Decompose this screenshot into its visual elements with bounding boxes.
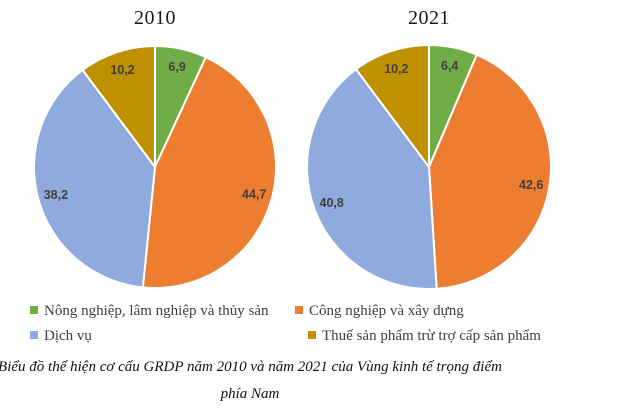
legend-swatch-green-icon <box>30 306 38 314</box>
pie-2010-slice-1 <box>141 56 277 289</box>
legend-label: Nông nghiệp, lâm nghiệp và thủy sản <box>44 303 269 319</box>
pie-2021-value-label-2: 40,8 <box>320 196 344 210</box>
legend-item-agriculture: Nông nghiệp, lâm nghiệp và thủy sản <box>30 303 269 321</box>
caption-line-1: Biểu đồ thể hiện cơ cấu GRDP năm 2010 và… <box>0 359 502 375</box>
legend-swatch-blue-icon <box>30 331 38 339</box>
pie-2010-value-label-0: 6,9 <box>168 60 185 74</box>
pie-2021-slice-3 <box>355 44 430 168</box>
pie-charts-svg: 6,9 44,7 38,2 10,2 6,4 42,6 40,8 10,2 <box>33 44 552 290</box>
pie-2021-slice-2 <box>306 68 438 290</box>
legend-label: Thuế sản phẩm trừ trợ cấp sản phẩm <box>322 328 541 344</box>
legend-item-taxes: Thuế sản phẩm trừ trợ cấp sản phẩm <box>308 328 541 346</box>
pie-2021-value-label-1: 42,6 <box>519 178 543 192</box>
legend-item-industry: Công nghiệp và xây dựng <box>295 303 464 321</box>
pie-2010-value-label-3: 10,2 <box>110 63 134 77</box>
chart-caption: Biểu đồ thể hiện cơ cấu GRDP năm 2010 và… <box>0 354 502 408</box>
pie-2010-value-label-2: 38,2 <box>44 188 68 202</box>
pie-2021-value-label-0: 6,4 <box>441 59 458 73</box>
pie-2021-slice-1 <box>428 53 552 290</box>
legend-label: Công nghiệp và xây dựng <box>309 303 464 319</box>
pie-2010-slice-2 <box>33 69 156 289</box>
pie-title-2021: 2021 <box>408 7 450 29</box>
legend-item-services: Dịch vụ <box>30 328 92 346</box>
legend-label: Dịch vụ <box>44 328 92 344</box>
caption-line-2: phía Nam <box>220 386 280 402</box>
pie-2010-value-label-1: 44,7 <box>242 187 266 201</box>
legend-swatch-gold-icon <box>308 331 316 339</box>
pie-2010-slice-3 <box>81 45 156 168</box>
legend-swatch-orange-icon <box>295 306 303 314</box>
pie-2021-value-label-3: 10,2 <box>384 62 408 76</box>
pie-title-2010: 2010 <box>134 7 176 29</box>
